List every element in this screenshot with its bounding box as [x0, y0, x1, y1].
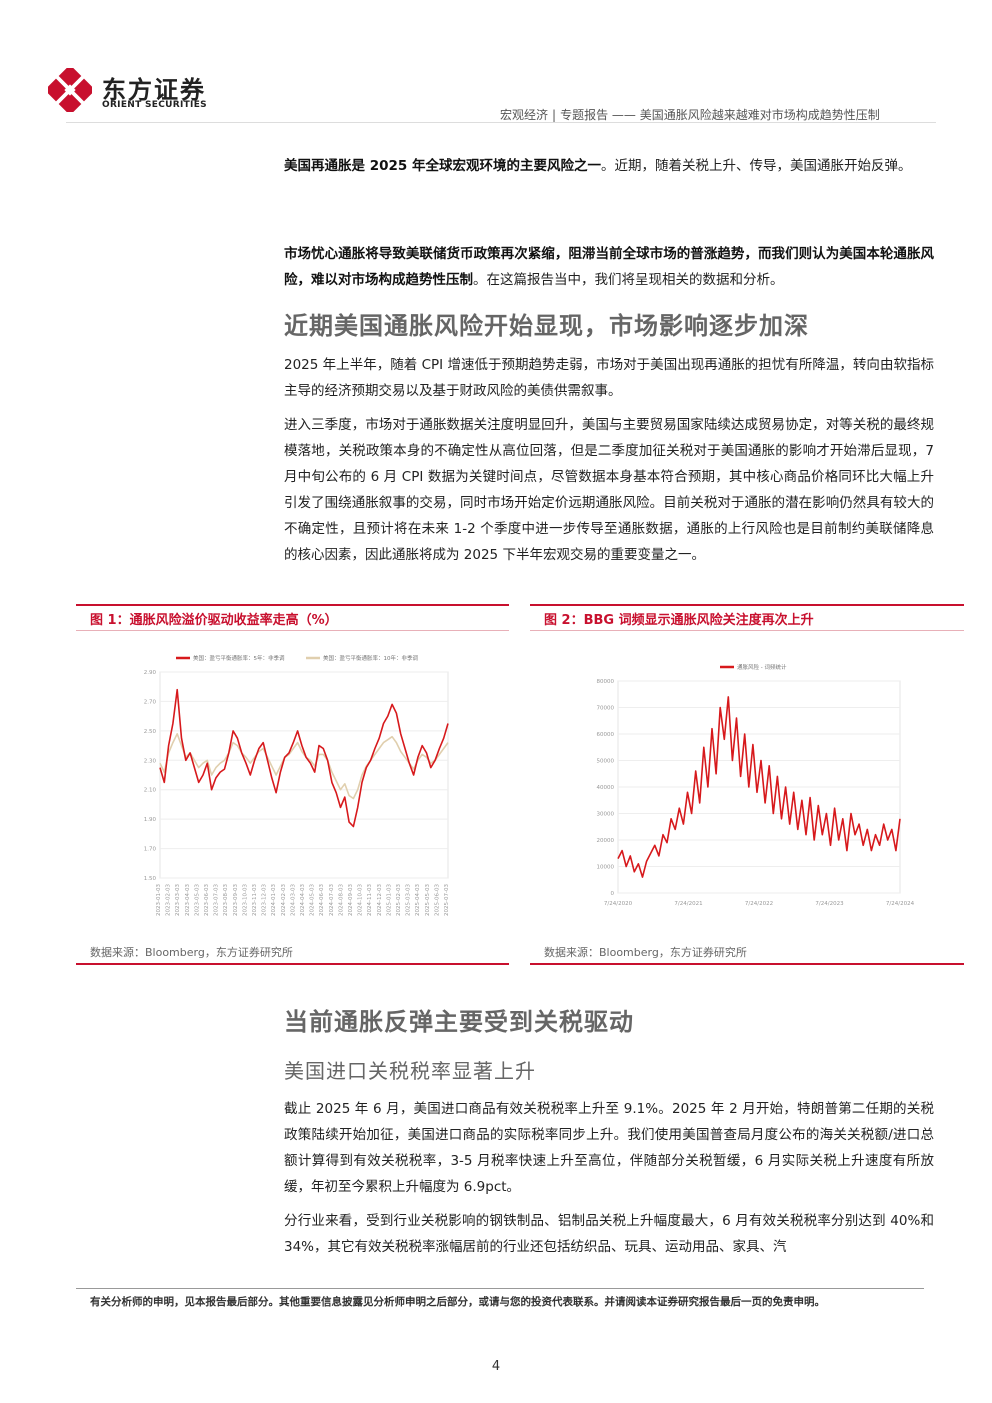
x-tick-label: 2023-10-03: [242, 884, 248, 916]
x-tick-label: 2023-02-03: [166, 884, 172, 916]
company-logo: 东方证券 ORIENT SECURITIES: [48, 68, 218, 114]
paragraph-4: 进入三季度，市场对于通胀数据关注度明显回升，美国与主要贸易国家陆续达成贸易协定，…: [284, 417, 934, 563]
paragraph-5: 截止 2025 年 6 月，美国进口商品有效关税税率上升至 9.1%。2025 …: [284, 1101, 934, 1195]
x-tick-label: 2025-06-03: [434, 884, 440, 916]
series-line: [159, 733, 449, 800]
paragraph-1: 美国再通胀是 2025 年全球宏观环境的主要风险之一。近期，随着关税上升、传导，…: [284, 153, 934, 179]
header-report-type: 专题报告: [560, 108, 609, 122]
figure-2-source: 数据来源：Bloomberg，东方证券研究所: [544, 946, 747, 959]
y-tick-label: 50000: [597, 759, 615, 765]
x-tick-label: 2023-03-03: [175, 884, 181, 916]
y-tick-label: 40000: [597, 785, 615, 791]
x-tick-label: 2023-06-03: [204, 884, 210, 916]
report-header: 宏观经济 | 专题报告 —— 美国通胀风险越来越难对市场构成趋势性压制: [500, 108, 880, 122]
paragraph-6: 分行业来看，受到行业关税影响的钢铁制品、铝制品关税上升幅度最大，6 月有效关税税…: [284, 1213, 934, 1255]
x-tick-label: 2024-10-03: [358, 884, 364, 916]
paragraph-1-bold: 美国再通胀是 2025 年全球宏观环境的主要风险之一: [284, 158, 601, 174]
y-tick-label: 30000: [597, 812, 615, 818]
header-report-title: 美国通胀风险越来越难对市场构成趋势性压制: [639, 108, 880, 122]
figure-1-title-rule: [76, 630, 509, 631]
legend-entry: 美国：盈亏平衡通胀率：10年：非季调: [323, 654, 418, 662]
section-1-title: 近期美国通胀风险开始显现，市场影响逐步加深: [284, 312, 809, 340]
x-tick-label: 2024-02-03: [281, 884, 287, 916]
x-tick-label: 7/24/2023: [815, 901, 844, 907]
x-tick-label: 2023-09-03: [233, 884, 239, 916]
header-dash: ——: [611, 108, 636, 122]
figure-1-top-rule: [76, 604, 509, 606]
y-tick-label: 80000: [597, 679, 615, 685]
x-tick-label: 2023-12-03: [262, 884, 268, 916]
x-tick-label: 2025-07-03: [444, 884, 450, 916]
header-divider: [66, 122, 936, 123]
x-tick-label: 7/24/2020: [604, 901, 633, 907]
x-tick-label: 7/24/2022: [745, 901, 773, 907]
y-tick-label: 1.50: [144, 876, 157, 882]
y-tick-label: 1.90: [144, 817, 157, 823]
y-tick-label: 2.10: [144, 788, 157, 794]
page-number: 4: [491, 1359, 501, 1374]
legend-entry: 美国：盈亏平衡通胀率：5年：非季调: [193, 654, 285, 662]
paragraph-3: 2025 年上半年，随着 CPI 增速低于预期趋势走弱，市场对于美国出现再通胀的…: [284, 357, 934, 399]
x-tick-label: 2024-08-03: [338, 884, 344, 916]
logo-cn-text: 东方证券: [102, 76, 206, 104]
figure-2-title-rule: [530, 630, 964, 631]
y-tick-label: 60000: [597, 732, 615, 738]
x-tick-label: 7/24/2024: [886, 901, 915, 907]
figure-1-title: 图 1：通胀风险溢价驱动收益率走高（%）: [90, 613, 338, 628]
paragraph-1-text: 。近期，随着关税上升、传导，美国通胀开始反弹。: [600, 158, 912, 174]
figure-2-top-rule: [530, 604, 964, 606]
paragraph-2-bold: 市场忧心通胀将导致美联储货币政策再次紧缩，阻滞当前全球市场的普涨趋势，而我们则认…: [284, 246, 934, 288]
series-line: [159, 688, 449, 828]
x-tick-label: 2024-12-03: [377, 884, 383, 916]
figure-2-title: 图 2：BBG 词频显示通胀风险关注度再次上升: [544, 613, 814, 628]
x-tick-label: 2024-11-03: [367, 884, 373, 916]
y-tick-label: 2.90: [144, 670, 157, 676]
x-tick-label: 2025-05-03: [425, 884, 431, 916]
x-tick-label: 2024-01-03: [271, 884, 277, 916]
y-tick-label: 10000: [597, 865, 615, 871]
logo-en-text: ORIENT SECURITIES: [102, 100, 207, 110]
x-tick-label: 2023-08-03: [223, 884, 229, 916]
y-tick-label: 0: [611, 891, 615, 897]
y-tick-label: 2.50: [144, 729, 157, 735]
section-2-title: 当前通胀反弹主要受到关税驱动: [284, 1008, 634, 1036]
header-category: 宏观经济: [500, 108, 549, 122]
x-tick-label: 2024-09-03: [348, 884, 354, 916]
x-tick-label: 2025-02-03: [396, 884, 402, 916]
section-2-subtitle: 美国进口关税税率显著上升: [284, 1059, 536, 1083]
x-tick-label: 2023-11-03: [252, 884, 258, 916]
y-tick-label: 2.70: [144, 699, 157, 705]
footer-disclaimer: 有关分析师的申明，见本报告最后部分。其他重要信息披露见分析师申明之后部分，或请与…: [90, 1296, 825, 1308]
figure-2-chart: 80000 70000 60000 50000 40000 30000 20000 10000…: [597, 663, 915, 907]
figure-2-bottom-rule: [530, 963, 964, 965]
x-tick-label: 2023-01-03: [156, 884, 162, 916]
series-line: [617, 696, 901, 878]
x-tick-label: 2025-04-03: [415, 884, 421, 916]
paragraph-2-text: 。在这篇报告当中，我们将呈现相关的数据和分析。: [473, 272, 784, 288]
figure-1-source: 数据来源：Bloomberg，东方证券研究所: [90, 946, 293, 959]
y-tick-label: 2.30: [144, 758, 157, 764]
x-tick-label: 2023-05-03: [194, 884, 200, 916]
x-tick-label: 2024-03-03: [290, 884, 296, 916]
footer-divider: [76, 1288, 924, 1289]
x-tick-label: 2024-07-03: [329, 884, 335, 916]
x-tick-label: 2023-07-03: [214, 884, 220, 916]
figure-1-bottom-rule: [76, 963, 509, 965]
logo-mark-icon: [48, 68, 92, 112]
y-tick-label: 20000: [597, 838, 615, 844]
figure-1-chart: 2.90 2.70 2.50 2.30 2.10 1.90 1.70 1.50 2023-01-…: [144, 654, 450, 916]
x-tick-label: 2025-01-03: [386, 884, 392, 916]
x-tick-label: 2023-04-03: [185, 884, 191, 916]
x-tick-label: 7/24/2021: [674, 901, 702, 907]
legend-entry: 通胀风险 - 词频统计: [737, 663, 787, 671]
paragraph-2: 市场忧心通胀将导致美联储货币政策再次紧缩，阻滞当前全球市场的普涨趋势，而我们则认…: [284, 241, 934, 293]
y-tick-label: 70000: [597, 706, 615, 712]
x-tick-label: 2024-05-03: [310, 884, 316, 916]
x-tick-label: 2025-03-03: [406, 884, 412, 916]
y-tick-label: 1.70: [144, 847, 157, 853]
x-tick-label: 2024-04-03: [300, 884, 306, 916]
x-tick-label: 2024-06-03: [319, 884, 325, 916]
